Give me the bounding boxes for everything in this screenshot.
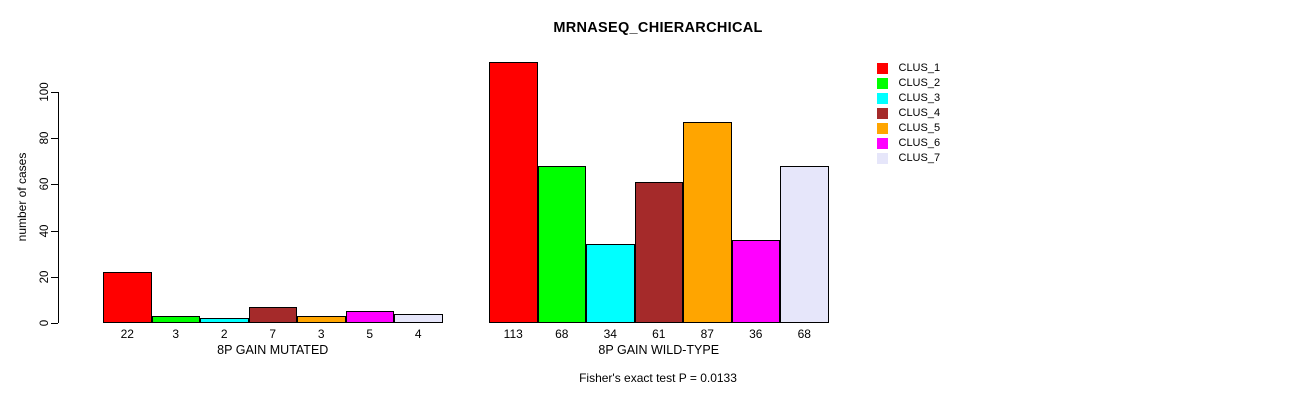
- legend-label: CLUS_1: [898, 62, 941, 74]
- legend-label: CLUS_5: [898, 122, 941, 134]
- bar-value-label: 22: [120, 327, 134, 341]
- y-tick-label: 20: [39, 270, 51, 284]
- bar-clus_5: [683, 122, 732, 323]
- legend-row: CLUS_7: [877, 151, 940, 166]
- bar-clus_1: [489, 61, 538, 323]
- x-group-label: 8P GAIN MUTATED: [217, 343, 329, 357]
- legend-row: CLUS_6: [877, 136, 940, 151]
- chart-title: MRNASEQ_CHIERARCHICAL: [553, 20, 763, 36]
- y-tick: [51, 184, 58, 186]
- x-group-label: 8P GAIN WILD-TYPE: [598, 343, 720, 357]
- y-axis-line: [58, 92, 59, 323]
- legend-row: CLUS_4: [877, 106, 940, 121]
- bar-value-label: 68: [797, 327, 811, 341]
- legend-row: CLUS_3: [877, 91, 940, 106]
- bar-clus_2: [537, 165, 586, 323]
- legend-swatch-icon: [877, 63, 888, 74]
- bar-clus_4: [634, 182, 683, 323]
- fisher-test-annotation: Fisher's exact test P = 0.0133: [579, 371, 737, 385]
- bar-value-label: 87: [700, 327, 714, 341]
- y-tick: [51, 230, 58, 232]
- bar-clus_3: [200, 318, 249, 323]
- bar-clus_7: [780, 165, 829, 323]
- bar-value-label: 4: [414, 327, 422, 341]
- bar-value-label: 2: [220, 327, 228, 341]
- legend-label: CLUS_7: [898, 152, 941, 164]
- y-tick: [51, 276, 58, 278]
- bar-clus_1: [103, 272, 152, 323]
- legend-swatch-icon: [877, 93, 888, 104]
- legend-swatch-icon: [877, 123, 888, 134]
- legend-swatch-icon: [877, 153, 888, 164]
- y-tick-label: 80: [39, 131, 51, 145]
- bar-value-label: 68: [555, 327, 569, 341]
- legend-swatch-icon: [877, 138, 888, 149]
- bar-value-label: 3: [172, 327, 180, 341]
- bar-clus_3: [586, 244, 635, 323]
- legend-row: CLUS_1: [877, 61, 940, 76]
- legend-label: CLUS_2: [898, 77, 941, 89]
- y-tick: [51, 323, 58, 324]
- legend-label: CLUS_3: [898, 92, 941, 104]
- y-tick-label: 60: [39, 177, 51, 191]
- legend-row: CLUS_2: [877, 76, 940, 91]
- y-tick-label: 40: [39, 224, 51, 237]
- y-axis-title: number of cases: [15, 152, 29, 242]
- legend: CLUS_1 CLUS_2 CLUS_3 CLUS_4 CLUS_5 CLUS_6 CLUS…: [877, 61, 940, 166]
- legend-row: CLUS_5: [877, 121, 940, 136]
- bar-value-label: 113: [503, 327, 523, 341]
- bar-clus_5: [297, 316, 346, 323]
- y-tick: [51, 138, 58, 140]
- bar-value-label: 61: [652, 327, 666, 341]
- legend-swatch-icon: [877, 108, 888, 119]
- bar-clus_7: [394, 313, 443, 323]
- y-tick-label: 0: [39, 319, 51, 327]
- bar-value-label: 36: [749, 327, 763, 341]
- legend-swatch-icon: [877, 78, 888, 89]
- bar-value-label: 3: [317, 327, 325, 341]
- bar-value-label: 7: [269, 327, 277, 341]
- bar-clus_6: [731, 239, 780, 323]
- bar-value-label: 5: [366, 327, 374, 341]
- legend-label: CLUS_6: [898, 137, 941, 149]
- bar-value-label: 34: [603, 327, 617, 341]
- legend-label: CLUS_4: [898, 107, 941, 119]
- y-tick: [51, 92, 58, 93]
- bar-clus_2: [151, 316, 200, 323]
- bar-clus_6: [345, 311, 394, 323]
- y-tick-label: 100: [39, 82, 51, 102]
- bar-clus_4: [248, 306, 297, 323]
